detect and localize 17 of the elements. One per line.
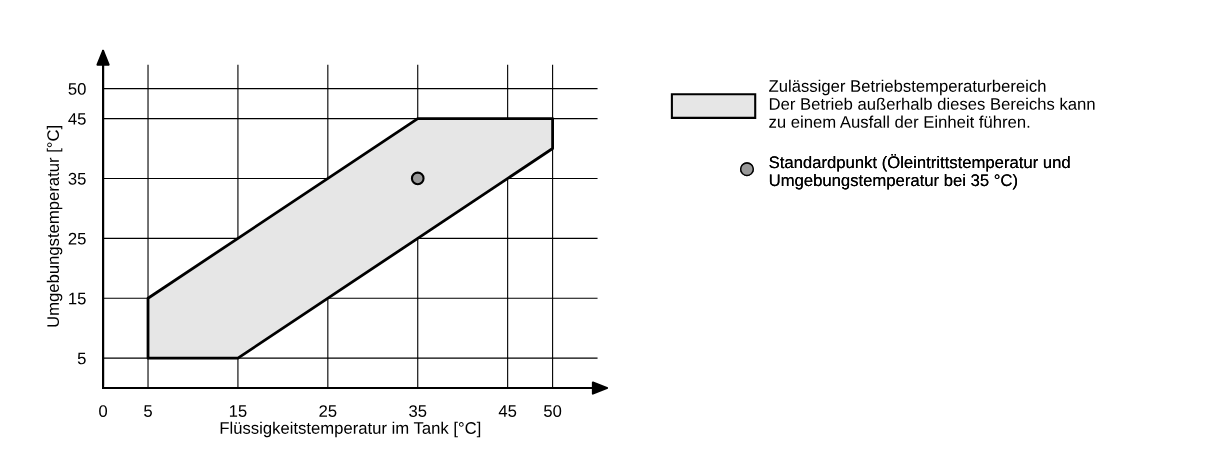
legend-label: Standardpunkt (Öleintrittstemperatur und Umgebungstemperatur bei 35 °C) bbox=[769, 154, 1070, 190]
x-axis-title: Flüssigkeitstemperatur im Tank [°C] bbox=[220, 421, 481, 438]
y-axis-title: Umgebungstemperatur [°C] bbox=[46, 126, 63, 327]
x-tick-label: 35 bbox=[409, 405, 427, 417]
legend-label: Zulässiger Betriebstemperaturbereich Der Betrieb außerhalb dieses Bereichs kann zu einem Ausfall der Einheit führen. bbox=[769, 79, 1095, 128]
x-tick-label: 15 bbox=[229, 405, 247, 417]
x-tick-label: 0 bbox=[99, 405, 108, 417]
y-tick-label: 45 bbox=[68, 113, 86, 125]
y-tick-label: 15 bbox=[69, 292, 86, 305]
x-tick-label: 25 bbox=[319, 405, 337, 417]
y-tick-label: 35 bbox=[68, 172, 86, 185]
y-tick-label: 25 bbox=[68, 232, 86, 245]
x-tick-label: 45 bbox=[498, 405, 517, 417]
x-tick-label: 5 bbox=[144, 405, 152, 417]
y-tick-label: 5 bbox=[77, 352, 86, 365]
x-tick-label: 50 bbox=[543, 405, 562, 417]
y-tick-label: 50 bbox=[68, 83, 86, 95]
